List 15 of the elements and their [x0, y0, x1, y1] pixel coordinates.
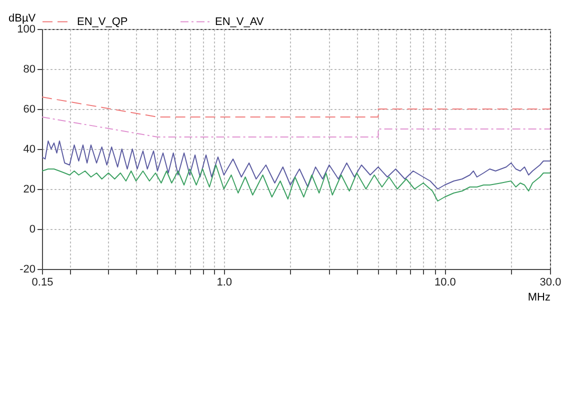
y-tick-label: 60 — [23, 104, 36, 116]
y-tick-label: 100 — [17, 24, 36, 36]
y-tick-label: 80 — [23, 64, 36, 76]
y-tick-label: -20 — [20, 264, 36, 276]
y-axis-title: dBµV — [8, 12, 36, 24]
y-tick-label: 0 — [29, 224, 36, 236]
x-tick-label: 10.0 — [434, 276, 456, 288]
legend-label: EN_V_AV — [215, 16, 264, 28]
x-tick-label: 1.0 — [216, 276, 232, 288]
y-tick-label: 20 — [23, 184, 36, 196]
y-tick-label: 40 — [23, 144, 36, 156]
legend-label: EN_V_QP — [77, 16, 128, 28]
x-axis-title: MHz — [528, 292, 550, 304]
x-tick-label: 0.15 — [32, 276, 54, 288]
x-tick-label: 30.0 — [540, 276, 562, 288]
